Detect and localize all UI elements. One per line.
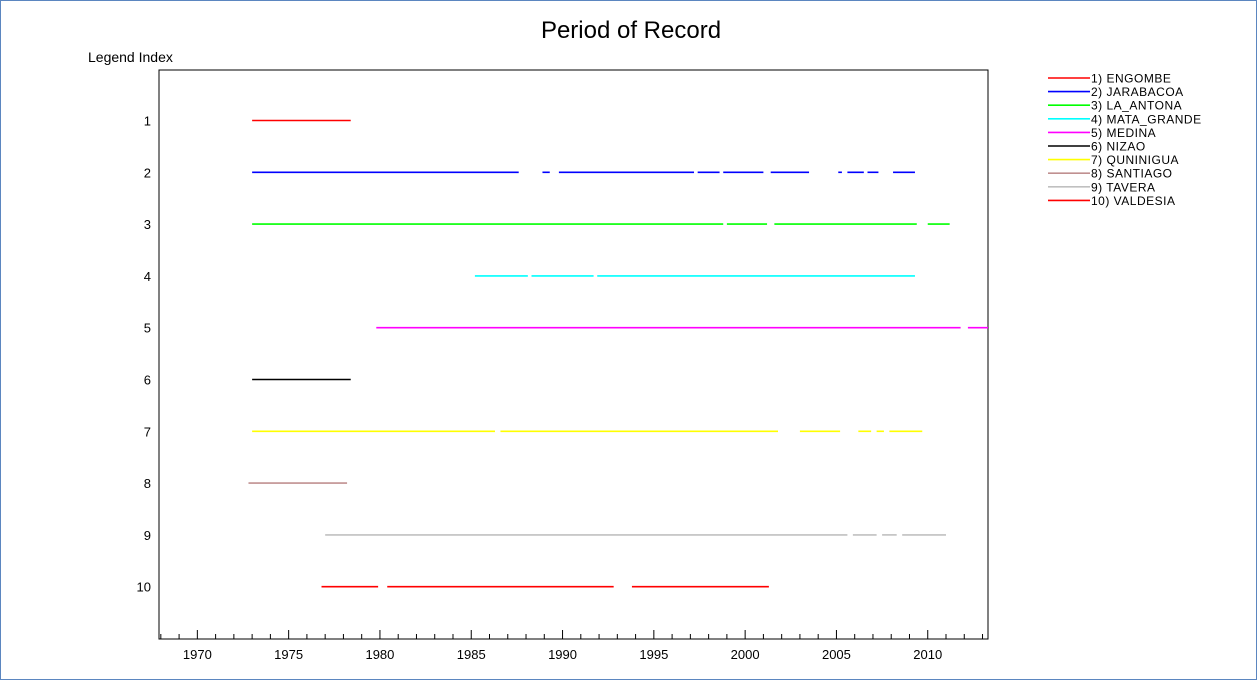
y-tick-label: 5 [144,321,151,336]
y-tick-label: 8 [144,476,151,491]
x-tick-label: 2010 [913,647,942,662]
x-axis: 1970 1975 1980 1985 1990 1995 2000 2005 2010 [160,630,984,662]
x-tick-label: 1970 [183,647,212,662]
y-tick-label: 7 [144,424,151,439]
y-tick-label: 3 [144,217,151,232]
x-tick-label: 2000 [731,647,760,662]
x-tick-label: 1995 [639,647,668,662]
plot-area [158,69,989,640]
legend-entry: 7) QUNINIGUA [1091,153,1179,167]
legend-entry: 10) VALDESIA [1091,194,1175,208]
legend-entry: 4) MATA_GRANDE [1091,112,1202,126]
x-tick-label: 2005 [822,647,851,662]
x-tick-label: 1990 [548,647,577,662]
y-tick-label: 1 [144,114,151,129]
y-tick-label: 4 [144,269,151,284]
x-tick-label: 1975 [274,647,303,662]
legend-entry: 6) NIZAO [1091,140,1146,154]
y-tick-label: 9 [144,528,151,543]
legend-entry: 3) LA_ANTONA [1091,99,1182,113]
legend-entry: 1) ENGOMBE [1091,72,1171,86]
y-tick-label: 10 [137,580,151,595]
legend-entry: 8) SANTIAGO [1091,167,1173,181]
y-axis: 1 2 3 4 5 6 7 8 9 10 [137,114,151,595]
chart-title: Period of Record [541,17,721,44]
legend-entry: 9) TAVERA [1091,180,1156,194]
legend-entry: 2) JARABACOA [1091,85,1184,99]
record-bars [248,119,988,588]
legend-entry: 5) MEDINA [1091,126,1156,140]
x-tick-label: 1980 [365,647,394,662]
y-axis-label: Legend Index [88,49,173,65]
x-tick-label: 1985 [457,647,486,662]
y-tick-label: 6 [144,373,151,388]
y-tick-label: 2 [144,165,151,180]
